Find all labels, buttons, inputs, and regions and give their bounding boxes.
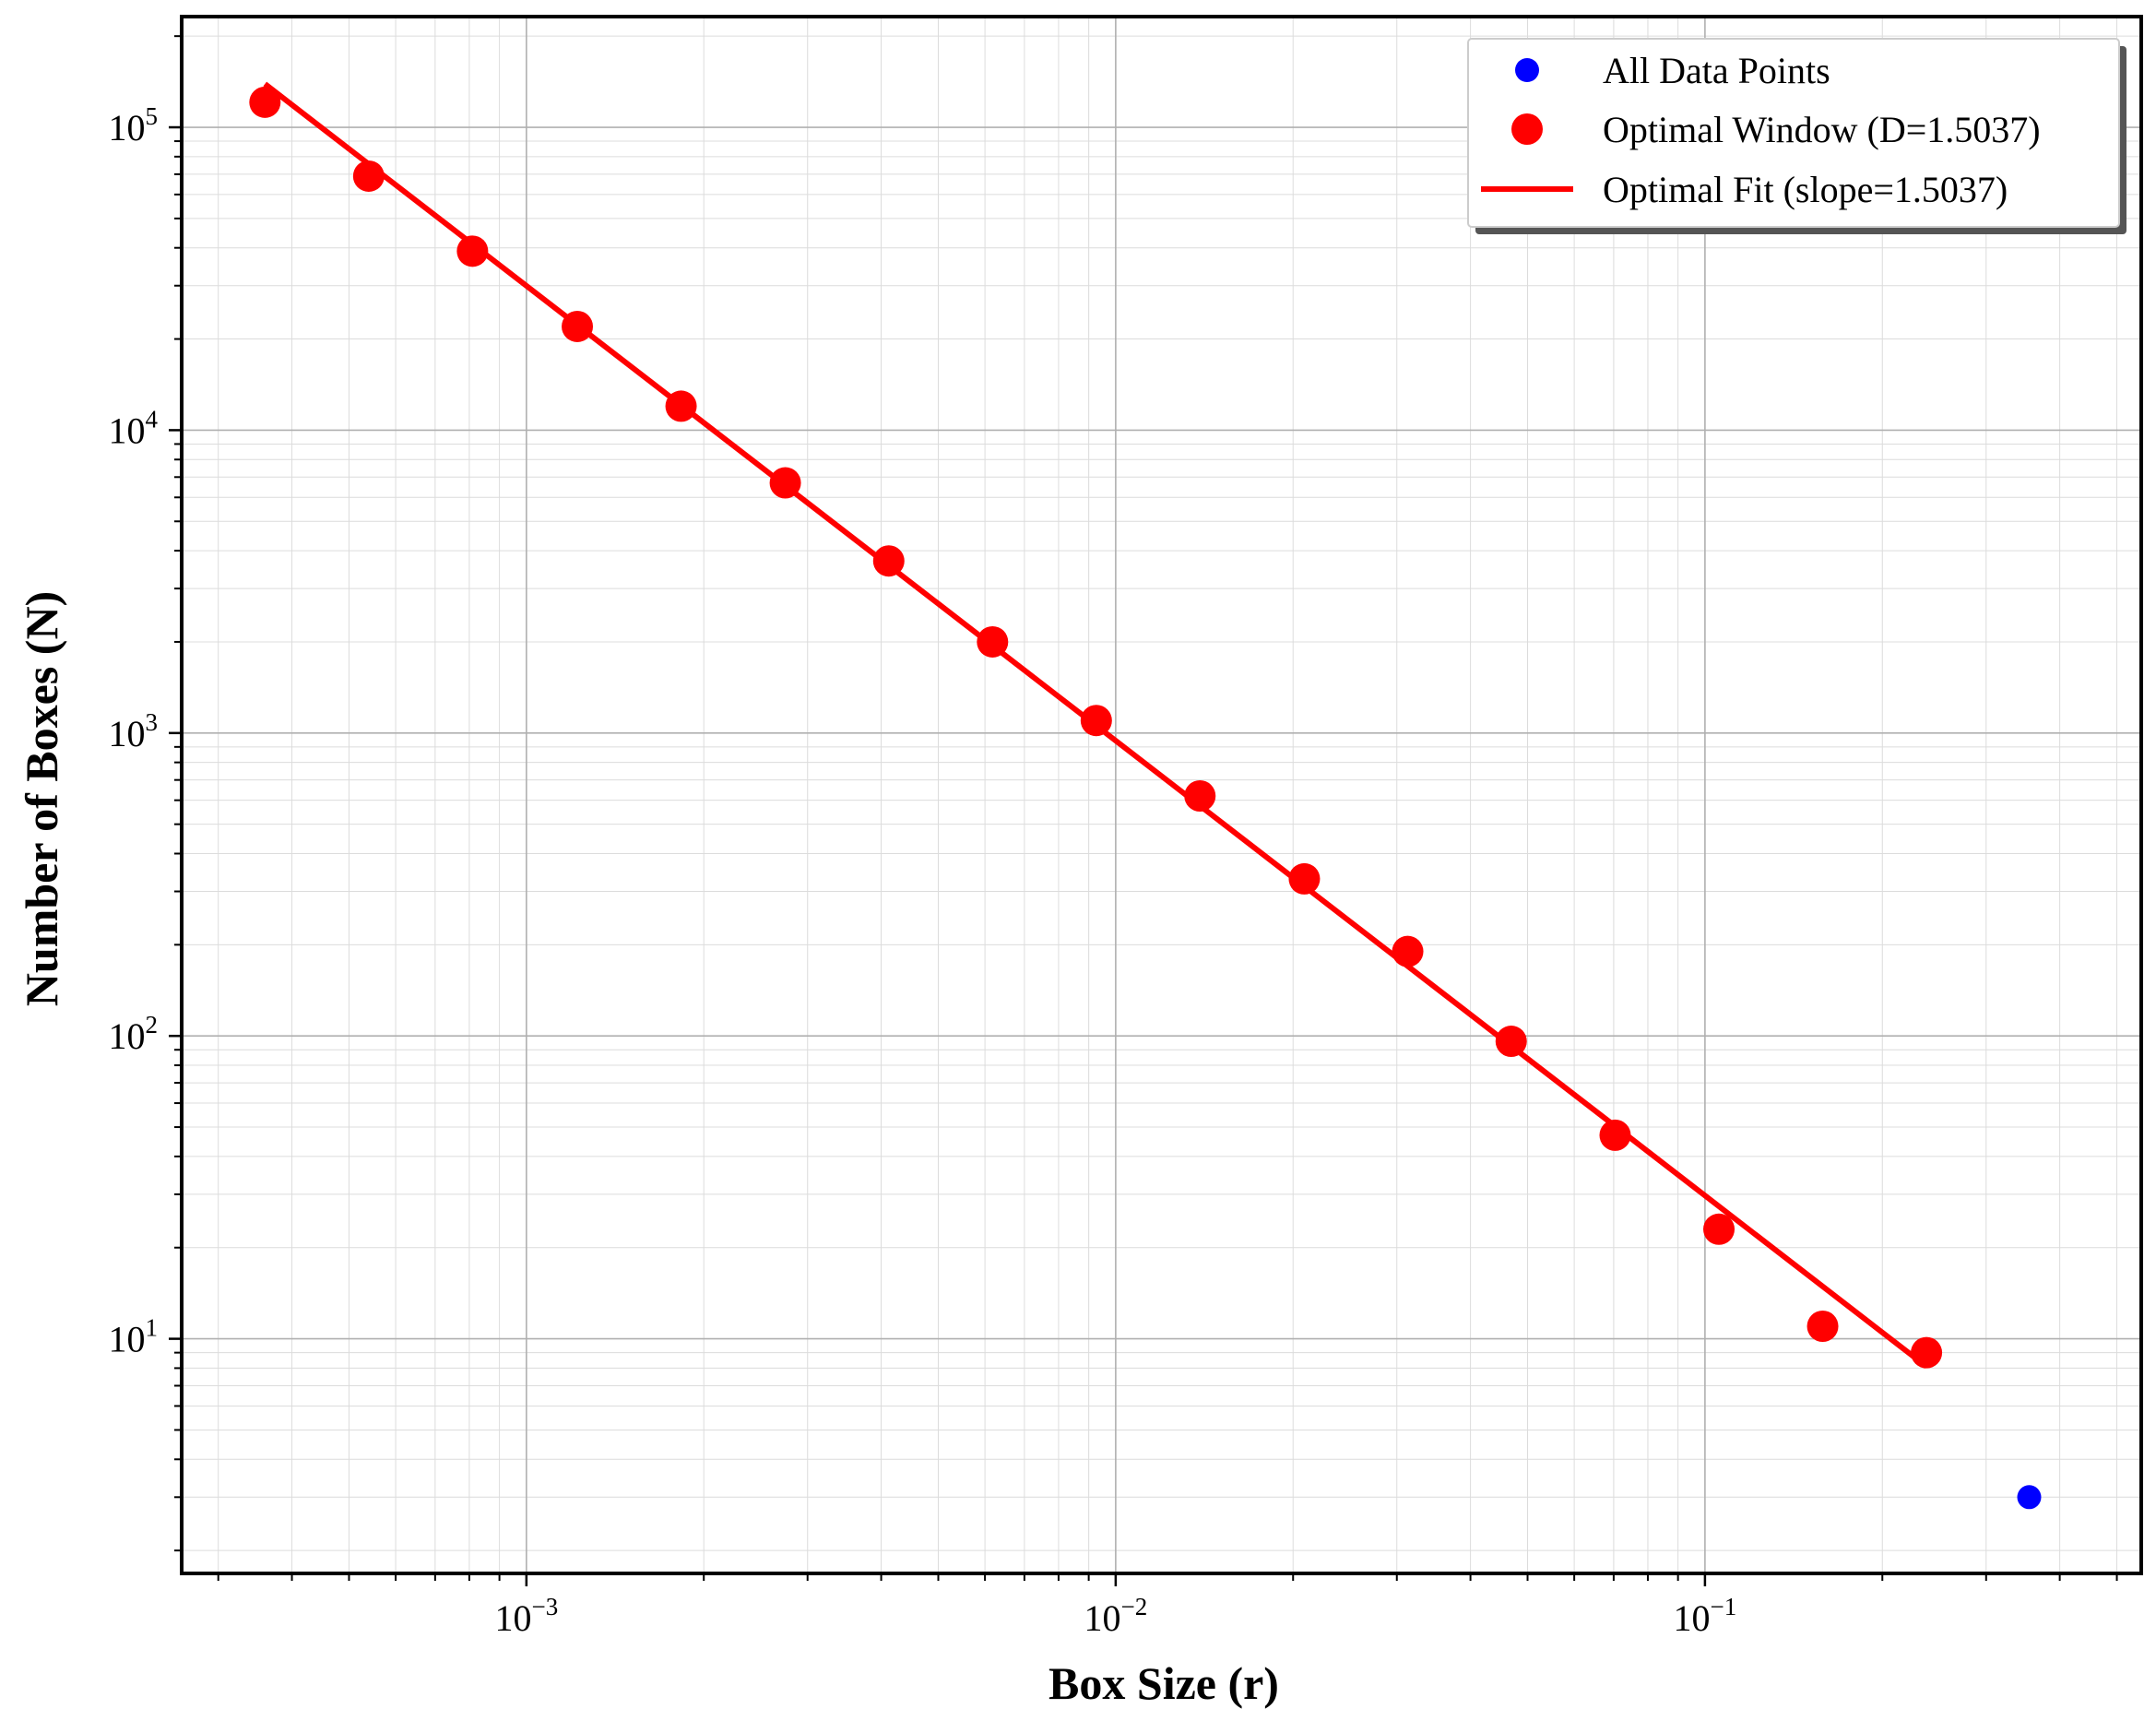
legend-box bbox=[1467, 38, 2120, 228]
legend: All Data Points Optimal Window (D=1.5037)… bbox=[1467, 38, 2126, 234]
optimal-window-point bbox=[1703, 1213, 1735, 1245]
optimal-window-point bbox=[1184, 779, 1216, 812]
optimal-window-point bbox=[1288, 862, 1321, 895]
x-axis-title: Box Size (r) bbox=[1048, 1657, 1279, 1709]
legend-label: All Data Points bbox=[1603, 50, 1830, 91]
optimal-window-point bbox=[1392, 935, 1424, 967]
y-tick-label: 104 bbox=[109, 405, 159, 451]
optimal-window-point bbox=[1911, 1336, 1943, 1369]
all-data-point bbox=[2017, 1485, 2042, 1510]
legend-label: Optimal Fit (slope=1.5037) bbox=[1603, 169, 2008, 210]
y-tick-label: 102 bbox=[109, 1011, 159, 1057]
major-gridlines bbox=[182, 17, 2141, 1573]
optimal-window-point bbox=[1807, 1311, 1839, 1343]
plot-frame bbox=[180, 15, 2143, 1575]
optimal-window-point bbox=[769, 467, 801, 499]
y-tick-label: 101 bbox=[109, 1314, 159, 1360]
legend-marker-swatch bbox=[1515, 58, 1539, 82]
optimal-window-point bbox=[249, 86, 281, 118]
data-points-layer bbox=[249, 86, 2042, 1510]
optimal-window-point bbox=[1495, 1026, 1527, 1058]
legend-label: Optimal Window (D=1.5037) bbox=[1603, 109, 2041, 150]
x-tick-label: 10−3 bbox=[494, 1593, 558, 1639]
optimal-window-point bbox=[562, 310, 594, 342]
y-tick-label: 103 bbox=[109, 708, 159, 754]
legend-marker-swatch bbox=[1511, 113, 1543, 145]
optimal-window-point bbox=[1080, 705, 1112, 737]
x-tick-label: 10−1 bbox=[1674, 1593, 1737, 1639]
optimal-window-point bbox=[456, 235, 489, 267]
optimal-window-point bbox=[1599, 1119, 1631, 1151]
axis-ticks bbox=[169, 35, 2118, 1586]
optimal-window-point bbox=[977, 625, 1009, 658]
x-tick-label: 10−2 bbox=[1084, 1593, 1148, 1639]
y-axis-title: Number of Boxes (N) bbox=[16, 591, 67, 1006]
y-tick-label: 105 bbox=[109, 102, 159, 148]
minor-gridlines bbox=[182, 17, 2141, 1573]
optimal-window-point bbox=[872, 545, 905, 577]
optimal-window-point bbox=[352, 160, 385, 192]
optimal-window-point bbox=[665, 390, 697, 422]
tick-labels: 10−3 10−2 10−1 101 102 103 104 105 bbox=[109, 102, 1737, 1639]
